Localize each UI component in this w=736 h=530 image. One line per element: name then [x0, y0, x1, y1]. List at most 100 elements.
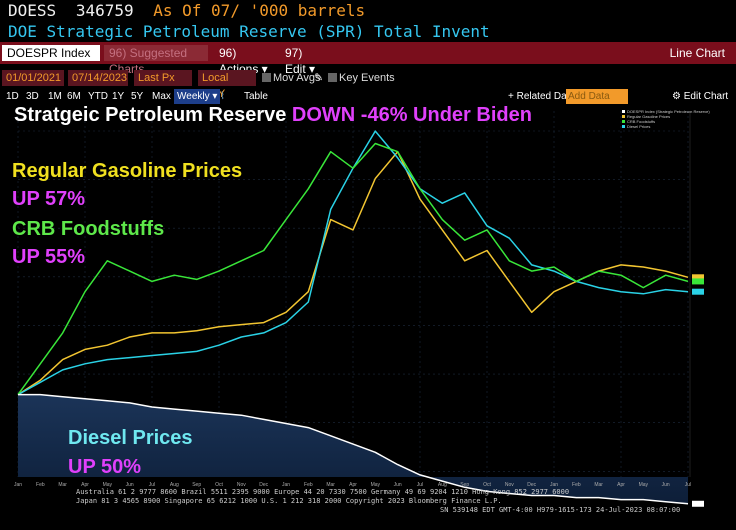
x-tick-label: May	[371, 482, 381, 488]
last-value-marker	[692, 274, 704, 281]
x-tick-label: Feb	[572, 482, 581, 488]
last-value-marker	[692, 500, 704, 507]
x-tick-label: Mar	[58, 482, 67, 488]
legend-swatch	[622, 110, 625, 113]
x-tick-label: May	[103, 482, 113, 488]
period-bar: 1D 3D 1M 6M YTD 1Y 5Y Max Weekly ▾ ⌇ Table + Relate…	[0, 88, 736, 105]
header-row: DOESS 346759 As Of 07/ '000 barrels	[0, 0, 736, 22]
diesel-label: Diesel Prices	[68, 427, 193, 449]
right-axis	[689, 111, 704, 507]
actions-menu[interactable]: 96) Actions ▾	[219, 46, 268, 76]
x-tick-label: Apr	[81, 482, 89, 488]
as-of-label: As Of 07/ '000 barrels	[153, 1, 366, 20]
start-date-input[interactable]: 01/01/2021	[2, 70, 64, 86]
legend-label: Diesel Prices	[627, 124, 650, 129]
currency-select[interactable]: Local CCY	[198, 70, 256, 100]
headline-white: Stratgeic Petroleum Reserve	[14, 104, 287, 126]
crb-label: CRB Foodstuffs	[12, 218, 165, 240]
footer-line-2: Japan 81 3 4565 8900 Singapore 65 6212 1…	[76, 497, 502, 505]
legend-swatch	[622, 120, 625, 123]
diesel-change: UP 50%	[68, 456, 142, 478]
x-tick-label: Oct	[215, 482, 223, 488]
spr-line	[18, 393, 689, 505]
legend: DOESPR Index (Strategic Petroleum Reserv…	[622, 109, 710, 129]
x-tick-label: Jun	[394, 482, 402, 488]
date-controls: 01/01/2021 07/14/2023 Last Px Local CCY …	[0, 69, 736, 100]
period-1d[interactable]: 1D	[6, 91, 19, 102]
x-tick-label: Jun	[662, 482, 670, 488]
period-5y[interactable]: 5Y	[131, 91, 144, 102]
last-value-marker	[692, 278, 704, 285]
crb-change: UP 55%	[12, 246, 86, 268]
gasoline-change: UP 57%	[12, 188, 86, 210]
mov-avgs-checkbox[interactable]	[262, 73, 271, 82]
x-tick-label: Apr	[617, 482, 625, 488]
x-tick-label: Oct	[483, 482, 491, 488]
x-tick-label: Jun	[126, 482, 134, 488]
x-tick-label: Feb	[36, 482, 45, 488]
price-field-select[interactable]: Last Px	[134, 70, 192, 86]
x-tick-label: Jul	[149, 482, 155, 488]
related-data-button[interactable]: + Related Dat	[508, 91, 570, 102]
spr-area-fill	[18, 394, 688, 504]
legend-label: Regular Gasoline Prices	[627, 114, 670, 119]
x-tick-label: Nov	[505, 482, 514, 488]
key-events-label: Key Events	[339, 72, 395, 84]
x-tick-label: Aug	[438, 482, 447, 488]
ticker-code: 346759	[75, 1, 134, 20]
x-tick-label: Jan	[550, 482, 558, 488]
x-tick-label: Jul	[417, 482, 423, 488]
suggested-charts-button[interactable]: 96) Suggested Charts	[104, 45, 208, 76]
period-3d[interactable]: 3D	[26, 91, 39, 102]
pencil-icon[interactable]: ✎	[314, 72, 324, 84]
edit-chart-button[interactable]: ⚙ Edit Chart	[672, 91, 729, 102]
legend-label: CRB Foodstuffs	[627, 119, 655, 124]
legend-swatch	[622, 115, 625, 118]
security-description: DOE Strategic Petroleum Reserve (SPR) To…	[8, 22, 490, 41]
x-tick-label: Aug	[170, 482, 179, 488]
frequency-select[interactable]: Weekly ▾	[174, 89, 221, 104]
x-tick-label: Feb	[304, 482, 313, 488]
line-chart: Jan Feb Mar Apr May Jun Jul Aug Sep Oct Nov Dec Jan F…	[14, 109, 710, 507]
chart-headline: Stratgeic Petroleum Reserve DOWN -46% Un…	[14, 104, 532, 127]
edit-menu[interactable]: 97) Edit ▾	[285, 46, 316, 76]
key-events-checkbox[interactable]	[328, 73, 337, 82]
period-1y[interactable]: 1Y	[112, 91, 125, 102]
security-field[interactable]: DOESPR Index	[2, 45, 100, 61]
x-tick-label: Mar	[326, 482, 335, 488]
chart-style-icon[interactable]: ⌇	[220, 91, 225, 102]
period-6m[interactable]: 6M	[67, 91, 81, 102]
last-value-marker	[692, 288, 704, 295]
series-lines	[17, 130, 689, 505]
gasoline-label: Regular Gasoline Prices	[12, 160, 243, 182]
x-tick-label: Jan	[14, 482, 22, 488]
x-tick-label: Sep	[192, 482, 201, 488]
period-max[interactable]: Max	[152, 91, 171, 102]
toolbar: DOESPR Index 96) Suggested Charts 96) Ac…	[0, 42, 736, 76]
period-1m[interactable]: 1M	[48, 91, 62, 102]
mov-avgs-label: Mov Avgs	[273, 72, 321, 84]
x-tick-label: Nov	[237, 482, 246, 488]
crb-line	[17, 142, 689, 396]
subtitle-row: DOE Strategic Petroleum Reserve (SPR) To…	[0, 22, 736, 42]
x-tick-label: May	[639, 482, 649, 488]
ticker: DOESS	[8, 1, 57, 20]
x-tick-label: Sep	[460, 482, 469, 488]
footer-line-1: Australia 61 2 9777 8600 Brazil 5511 239…	[76, 488, 570, 496]
x-tick-label: Dec	[259, 482, 268, 488]
x-axis: Jan Feb Mar Apr May Jun Jul Aug Sep Oct Nov Dec Jan F…	[14, 482, 691, 488]
x-tick-label: Jan	[282, 482, 290, 488]
headline-magenta: DOWN -46% Under Biden	[291, 104, 532, 126]
period-ytd[interactable]: YTD	[88, 91, 108, 102]
add-data-input[interactable]: Add Data	[566, 89, 628, 104]
legend-label: DOESPR Index (Strategic Petroleum Reserv…	[627, 109, 710, 114]
footer-line-3: SN 539148 EDT GMT-4:00 H979-1615-173 24-…	[440, 506, 681, 514]
chart-type-label: Line Chart	[669, 46, 725, 60]
x-tick-label: Jul	[685, 482, 691, 488]
x-tick-label: Mar	[594, 482, 603, 488]
table-button[interactable]: Table	[244, 91, 268, 102]
x-tick-label: Apr	[349, 482, 357, 488]
legend-swatch	[622, 125, 625, 128]
end-date-input[interactable]: 07/14/2023	[68, 70, 128, 86]
footer: Australia 61 2 9777 8600 Brazil 5511 239…	[0, 486, 736, 530]
